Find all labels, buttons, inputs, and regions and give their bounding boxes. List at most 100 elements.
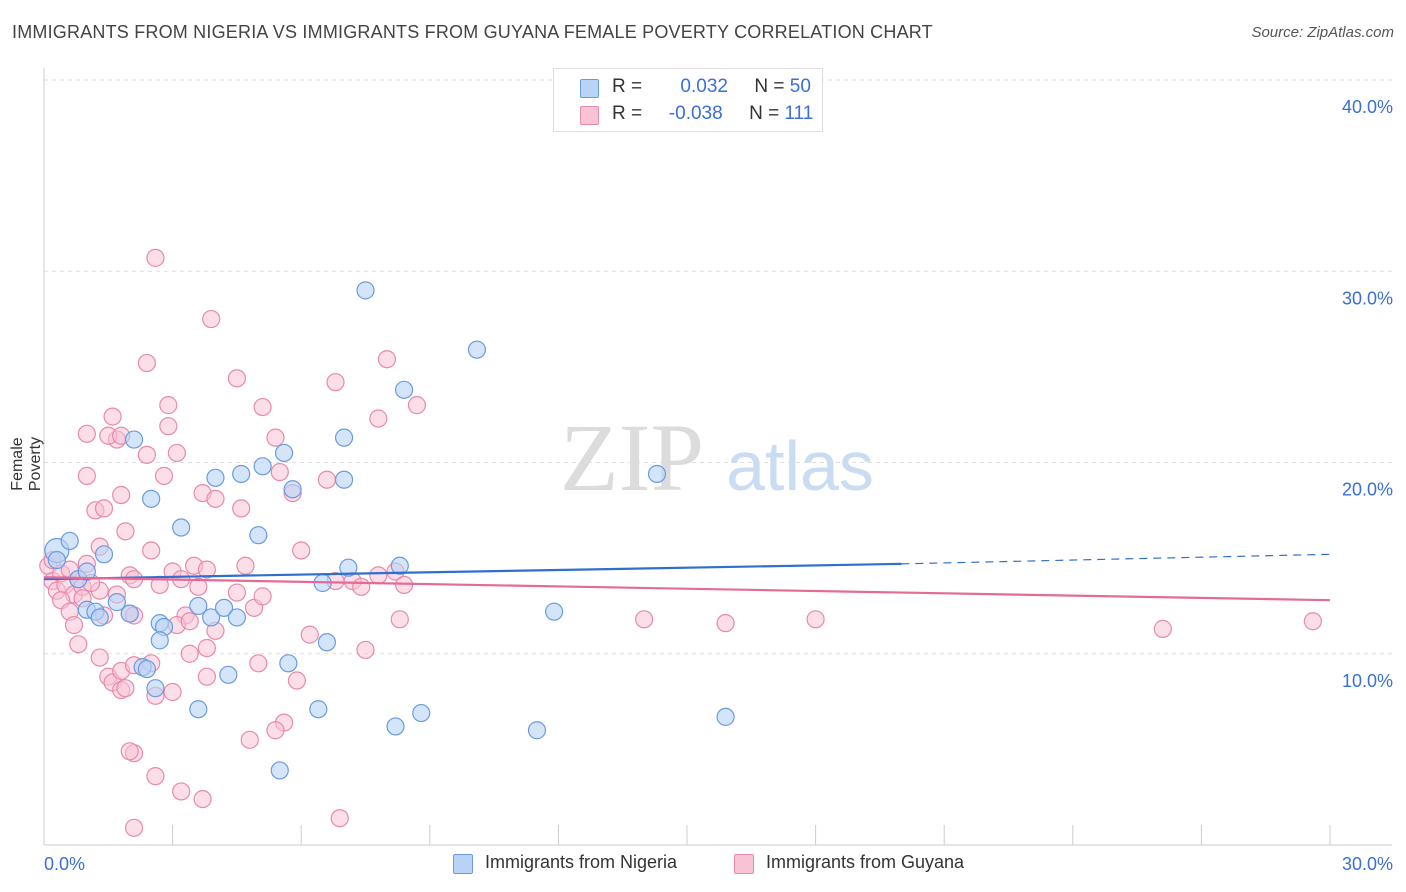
nigeria-legend-swatch <box>453 854 473 874</box>
guyana-point <box>317 470 337 489</box>
watermark-zip: ZIP <box>560 404 704 511</box>
nigeria-r-value: 0.032 <box>680 76 728 97</box>
nigeria-point <box>94 545 114 564</box>
guyana-point <box>287 671 307 690</box>
correlation-legend: R = 0.032 N = 50 R = -0.038 N = 111 <box>553 68 823 132</box>
nigeria-point <box>90 608 109 627</box>
guyana-points <box>39 248 1322 837</box>
guyana-point <box>124 818 144 837</box>
trend-lines <box>43 553 1331 602</box>
nigeria-points <box>44 281 735 780</box>
guyana-r-value: -0.038 <box>668 103 723 124</box>
guyana-point <box>407 396 427 415</box>
guyana-r-label: R = <box>612 103 643 124</box>
guyana-point <box>292 541 311 560</box>
nigeria-point <box>545 602 564 621</box>
guyana-point <box>369 409 388 428</box>
guyana-point <box>94 499 114 518</box>
guyana-point <box>356 640 375 660</box>
guyana-point <box>635 610 654 629</box>
guyana-point <box>180 612 199 631</box>
guyana-point <box>352 577 371 596</box>
guyana-point <box>1153 619 1172 638</box>
guyana-point <box>249 654 268 673</box>
guyana-point <box>197 560 216 579</box>
guyana-point <box>232 499 251 518</box>
guyana-point <box>253 587 272 606</box>
nigeria-point <box>150 631 169 650</box>
nigeria-point <box>142 489 161 508</box>
guyana-point <box>146 248 165 267</box>
guyana-trend-line <box>43 576 1331 602</box>
guyana-point <box>240 730 259 749</box>
guyana-point <box>330 809 349 828</box>
nigeria-point <box>77 562 96 581</box>
watermark: ZIP atlas <box>560 404 874 511</box>
nigeria-point <box>270 761 289 780</box>
nigeria-point <box>283 480 302 499</box>
guyana-swatch <box>580 106 599 125</box>
guyana-point <box>369 566 388 585</box>
nigeria-point <box>317 633 337 652</box>
guyana-point <box>270 462 289 482</box>
guyana-point <box>197 667 216 686</box>
y-tick-label: 30.0% <box>1342 288 1393 308</box>
guyana-point <box>202 309 221 329</box>
nigeria-point <box>647 464 667 484</box>
guyana-point <box>77 466 96 485</box>
guyana-point <box>390 610 409 629</box>
guyana-point <box>806 610 825 629</box>
nigeria-swatch <box>580 79 599 98</box>
guyana-point <box>206 489 225 508</box>
guyana-point <box>90 648 109 667</box>
guyana-point <box>180 644 199 663</box>
watermark-atlas: atlas <box>726 427 874 505</box>
guyana-point <box>300 625 319 644</box>
nigeria-point <box>227 608 246 627</box>
guyana-point <box>146 767 165 786</box>
nigeria-n-label: N = <box>754 76 785 97</box>
guyana-n-label: N = <box>749 103 780 124</box>
nigeria-trend-extension <box>901 553 1331 565</box>
x-tick-label: 30.0% <box>1342 854 1393 874</box>
nigeria-point <box>124 430 144 449</box>
guyana-point <box>159 417 178 436</box>
guyana-point <box>116 679 135 698</box>
nigeria-point <box>107 593 126 612</box>
guyana-point <box>167 443 186 463</box>
nigeria-point <box>189 596 208 616</box>
nigeria-point <box>279 654 298 673</box>
guyana-point <box>154 466 174 485</box>
guyana-point <box>189 577 208 596</box>
nigeria-point <box>356 281 375 300</box>
guyana-point <box>377 350 397 369</box>
guyana-point <box>716 614 735 633</box>
nigeria-point <box>334 470 354 489</box>
guyana-point <box>1303 612 1322 631</box>
guyana-point <box>227 583 246 602</box>
nigeria-point <box>334 428 354 447</box>
guyana-point <box>266 721 285 740</box>
guyana-point <box>236 556 255 575</box>
nigeria-trend-line <box>43 562 902 581</box>
guyana-point <box>69 635 88 654</box>
nigeria-point <box>60 531 79 551</box>
nigeria-point <box>232 464 251 484</box>
guyana-point <box>163 682 182 702</box>
guyana-legend-label: Immigrants from Guyana <box>766 852 965 872</box>
nigeria-r-label: R = <box>612 76 643 97</box>
tick-labels: 10.0% 20.0% 30.0% 40.0% 0.0% 30.0% <box>44 97 1393 874</box>
nigeria-point <box>47 550 66 570</box>
x-tick-label: 0.0% <box>44 854 85 874</box>
guyana-point <box>116 522 135 541</box>
guyana-point <box>159 396 178 415</box>
guyana-point <box>64 615 84 635</box>
guyana-point <box>112 485 131 505</box>
guyana-legend-swatch <box>734 854 754 874</box>
nigeria-point <box>219 665 238 684</box>
y-tick-label: 20.0% <box>1342 480 1393 500</box>
axes <box>43 68 1392 846</box>
guyana-point <box>394 575 414 595</box>
nigeria-point <box>189 700 208 719</box>
